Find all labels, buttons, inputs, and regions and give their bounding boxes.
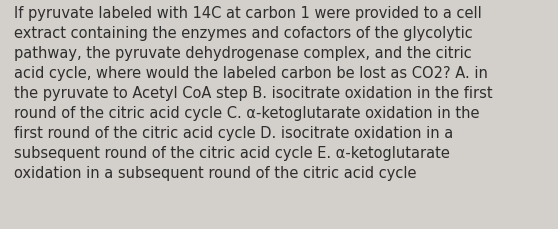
- Text: If pyruvate labeled with 14C at carbon 1 were provided to a cell
extract contain: If pyruvate labeled with 14C at carbon 1…: [14, 6, 493, 180]
